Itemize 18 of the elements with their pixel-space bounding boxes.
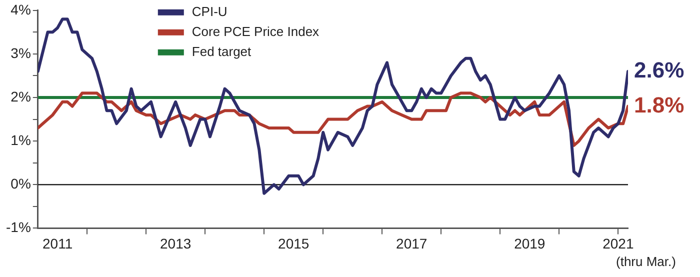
legend-label: Core PCE Price Index — [192, 24, 320, 39]
y-tick-label: 0% — [10, 176, 31, 192]
legend-label: Fed target — [192, 44, 252, 59]
x-tick-label: 2013 — [160, 235, 192, 252]
x-tick-label: 2015 — [278, 235, 310, 252]
y-tick-label: 4% — [10, 1, 31, 18]
x-tick-label: 2011 — [42, 235, 73, 252]
legend-label: CPI-U — [192, 4, 228, 19]
y-tick-label: 2% — [10, 88, 31, 104]
x-tick-label: 2019 — [514, 235, 546, 252]
y-tick-label: -1% — [6, 219, 31, 236]
data-label: 1.8% — [634, 92, 684, 118]
data-label: 2.6% — [634, 57, 684, 82]
y-tick-label: 3% — [10, 44, 31, 61]
text: (thru Mar.) — [616, 254, 676, 269]
y-tick-label: 1% — [10, 132, 31, 148]
x-tick-label: 2021 — [602, 235, 634, 252]
x-tick-label: 2017 — [396, 235, 428, 252]
